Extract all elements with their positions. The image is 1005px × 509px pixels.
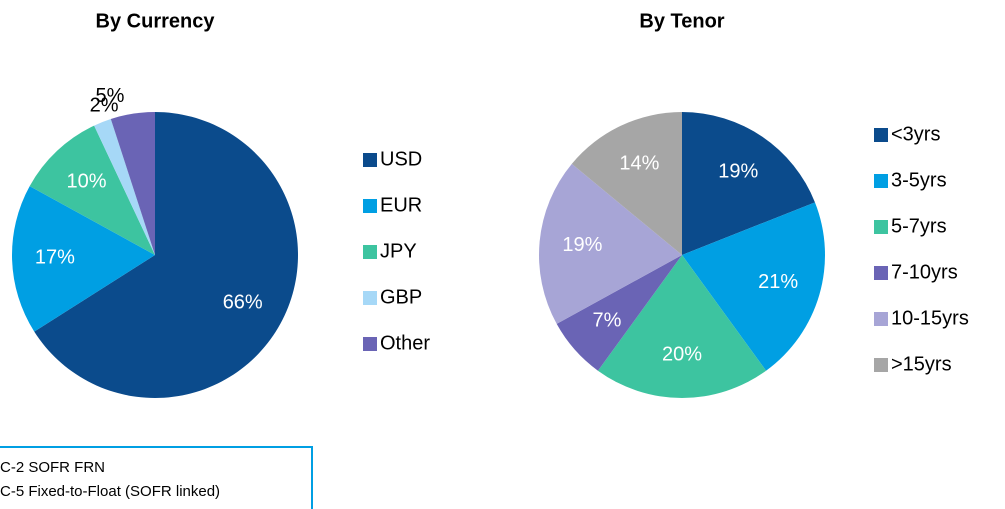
legend-swatch xyxy=(874,266,888,280)
data-label: 19% xyxy=(718,160,758,182)
legend-label: JPY xyxy=(380,240,417,262)
pie-slice xyxy=(682,202,825,371)
legend-swatch xyxy=(363,153,377,167)
pie-slice xyxy=(682,112,815,255)
pie-slice xyxy=(539,163,682,324)
legend-swatch xyxy=(874,128,888,142)
pie-slice xyxy=(571,111,682,255)
data-label: 19% xyxy=(562,234,602,256)
note-box xyxy=(0,446,313,509)
pie-slice xyxy=(29,125,156,255)
data-label: 17% xyxy=(35,246,75,268)
pie-slice xyxy=(556,255,682,371)
legend-swatch xyxy=(363,245,377,259)
pie-slice xyxy=(110,112,155,255)
legend-label: EUR xyxy=(380,194,422,216)
data-label: 66% xyxy=(223,292,263,314)
legend-label: Other xyxy=(380,332,430,354)
legend-label: USD xyxy=(380,148,422,170)
legend-swatch xyxy=(363,291,377,305)
note: C-2 SOFR FRN xyxy=(0,459,105,476)
pie-slice xyxy=(34,112,298,398)
legend-label: 10-15yrs xyxy=(891,307,969,329)
note: C-5 Fixed-to-Float (SOFR linked) xyxy=(0,483,220,500)
pie-slice xyxy=(94,118,155,255)
legend-swatch xyxy=(874,358,888,372)
data-label: 20% xyxy=(662,343,702,365)
legend-label: 7-10yrs xyxy=(891,261,958,283)
legend-swatch xyxy=(874,174,888,188)
chart-title: By Tenor xyxy=(639,10,724,32)
legend-label: 3-5yrs xyxy=(891,169,947,191)
data-label: 2% xyxy=(90,94,119,116)
legend-label: <3yrs xyxy=(891,123,940,145)
data-label: 21% xyxy=(758,271,798,293)
legend-swatch xyxy=(874,220,888,234)
legend-swatch xyxy=(874,312,888,326)
legend-swatch xyxy=(363,199,377,213)
legend-label: >15yrs xyxy=(891,353,952,375)
data-label: 7% xyxy=(592,309,621,331)
data-label: 10% xyxy=(66,170,106,192)
data-label: 5% xyxy=(95,85,124,107)
data-label: 14% xyxy=(619,153,659,175)
legend-swatch xyxy=(363,337,377,351)
pie-slice xyxy=(11,186,155,332)
pie-slice xyxy=(597,255,767,398)
chart-title: By Currency xyxy=(96,10,216,32)
legend-label: GBP xyxy=(380,286,422,308)
legend-label: 5-7yrs xyxy=(891,215,947,237)
